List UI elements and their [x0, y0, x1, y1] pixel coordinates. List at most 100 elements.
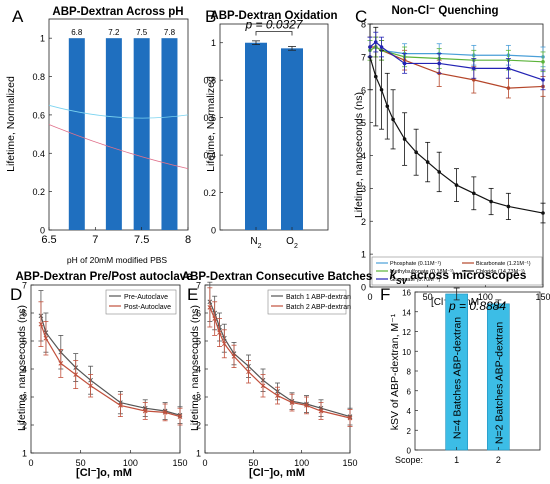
chart-title: kSV across microscopes	[390, 268, 527, 286]
series-line-1	[40, 323, 181, 418]
panel-letter: F	[380, 285, 390, 304]
data-point	[506, 86, 511, 90]
plot-frame-B	[219, 23, 329, 231]
data-point	[246, 369, 251, 375]
legend-entry: Pre-Autoclave	[124, 294, 168, 301]
data-point	[425, 160, 430, 164]
title-rest: across microscopes	[407, 268, 527, 282]
data-point	[414, 150, 418, 155]
legend-entry: Batch 2 ABP-dextran	[286, 304, 351, 311]
y-tick-label: 2	[361, 217, 366, 227]
y-tick-label: 6	[361, 85, 366, 95]
y-tick-label: 12	[402, 328, 411, 337]
data-point	[207, 305, 213, 310]
legend-entry: Methylsulfonate (0.18M⁻¹)	[390, 269, 454, 275]
x-tick-label: 7	[92, 234, 98, 246]
y-tick-label: 0.8	[203, 76, 216, 86]
y-tick-label: 7	[196, 281, 201, 291]
y-tick-label: 0.2	[32, 187, 45, 197]
data-point	[506, 204, 511, 209]
y-tick-label: 0	[361, 283, 366, 293]
series-line-0	[40, 315, 181, 416]
y-tick-label: 6	[196, 309, 201, 319]
data-point	[472, 191, 476, 196]
x-tick-label: 100	[294, 458, 309, 468]
chart-title: Non-Cl⁻ Quenching	[391, 5, 498, 17]
data-point	[541, 60, 545, 64]
data-point	[472, 78, 476, 82]
x-category-label-base: O	[286, 236, 294, 247]
x-axis-label: [Cl⁻]o, mM	[249, 467, 305, 479]
x-tick-label: 100	[478, 292, 493, 302]
data-point	[212, 316, 218, 321]
y-tick-label: 7	[361, 52, 366, 62]
data-point	[454, 183, 459, 187]
y-tick-label: 0	[40, 226, 45, 236]
y-tick-label: 0.2	[203, 188, 216, 198]
bar-label: 6.8	[71, 28, 83, 37]
chart-title: ABP-Dextran Across pH	[52, 6, 183, 18]
y-tick-label: 2	[407, 427, 412, 436]
y-axis-label: Lifetime, Normalized	[5, 76, 17, 172]
series-line-0	[370, 46, 544, 58]
bar-label: 7.5	[136, 28, 148, 37]
significance-bracket	[255, 31, 293, 36]
y-tick-label: 1	[361, 250, 366, 260]
data-point	[88, 383, 93, 389]
x-category-label-base: N	[250, 236, 257, 247]
series-line-1	[370, 46, 544, 89]
x-axis-label: pH of 20mM modified PBS	[67, 255, 167, 265]
y-tick-label: 1	[22, 449, 27, 459]
chart-title: ABP-Dextran Consecutive Batches	[182, 271, 372, 283]
p-value-annotation: p = 0.8884	[448, 299, 506, 313]
x-tick-label: 50	[248, 458, 258, 468]
data-point	[43, 335, 49, 341]
y-tick-label: 8	[361, 20, 366, 30]
plot-frame-C	[369, 23, 544, 288]
bar-label: 7.8	[164, 28, 176, 37]
data-point	[373, 40, 378, 44]
data-point	[318, 408, 324, 414]
bar-label: 7.2	[108, 28, 120, 37]
bar	[281, 48, 303, 230]
data-point	[217, 330, 222, 335]
data-point	[437, 61, 442, 66]
data-point	[58, 361, 64, 366]
data-point	[275, 393, 280, 398]
y-tick-label: 10	[402, 348, 411, 357]
x-category-label: N2	[250, 236, 261, 250]
y-tick-label: 3	[361, 184, 366, 194]
y-tick-label: 1	[211, 38, 216, 48]
y-tick-label: 5	[22, 337, 27, 347]
x-category-label: O2	[286, 236, 298, 250]
data-point	[437, 170, 442, 174]
data-point	[73, 372, 79, 377]
series-line-3	[369, 56, 544, 214]
data-point	[506, 66, 511, 71]
panel-letter: D	[10, 285, 22, 304]
bar-inner-label: N=2 Batches ABP-dextran	[493, 322, 505, 444]
x-tick-label: 150	[535, 292, 550, 302]
x-tick-label: 150	[342, 458, 357, 468]
y-tick-label: 0.4	[203, 151, 216, 161]
legend-entry: Phosphate (0.11M⁻¹)	[390, 261, 441, 267]
legend-box	[105, 289, 177, 315]
y-tick-label: 0.8	[32, 72, 45, 82]
y-tick-label: 0.6	[32, 110, 45, 120]
data-point	[221, 341, 227, 347]
legend-entry: Chloride (14.73M⁻¹)	[476, 269, 525, 275]
bar-inner-label: N=4 Batches ABP-dextran	[452, 317, 464, 439]
chart-title: ABP-Dextran Oxidation	[210, 10, 337, 22]
title-base: k	[390, 268, 398, 282]
legend-box	[267, 289, 347, 315]
x-category-label-sub: 2	[294, 243, 298, 250]
data-point	[379, 45, 384, 49]
chart-title: ABP-Dextran Pre/Post autoclave	[15, 271, 192, 283]
x-tick-label: 150	[172, 458, 187, 468]
legend-entry: Gluconate (0.70M⁻¹)	[390, 277, 440, 283]
y-tick-label: 4	[361, 151, 366, 161]
bar	[161, 38, 178, 230]
y-tick-label: 4	[407, 407, 412, 416]
title-sub: SV	[396, 277, 407, 286]
